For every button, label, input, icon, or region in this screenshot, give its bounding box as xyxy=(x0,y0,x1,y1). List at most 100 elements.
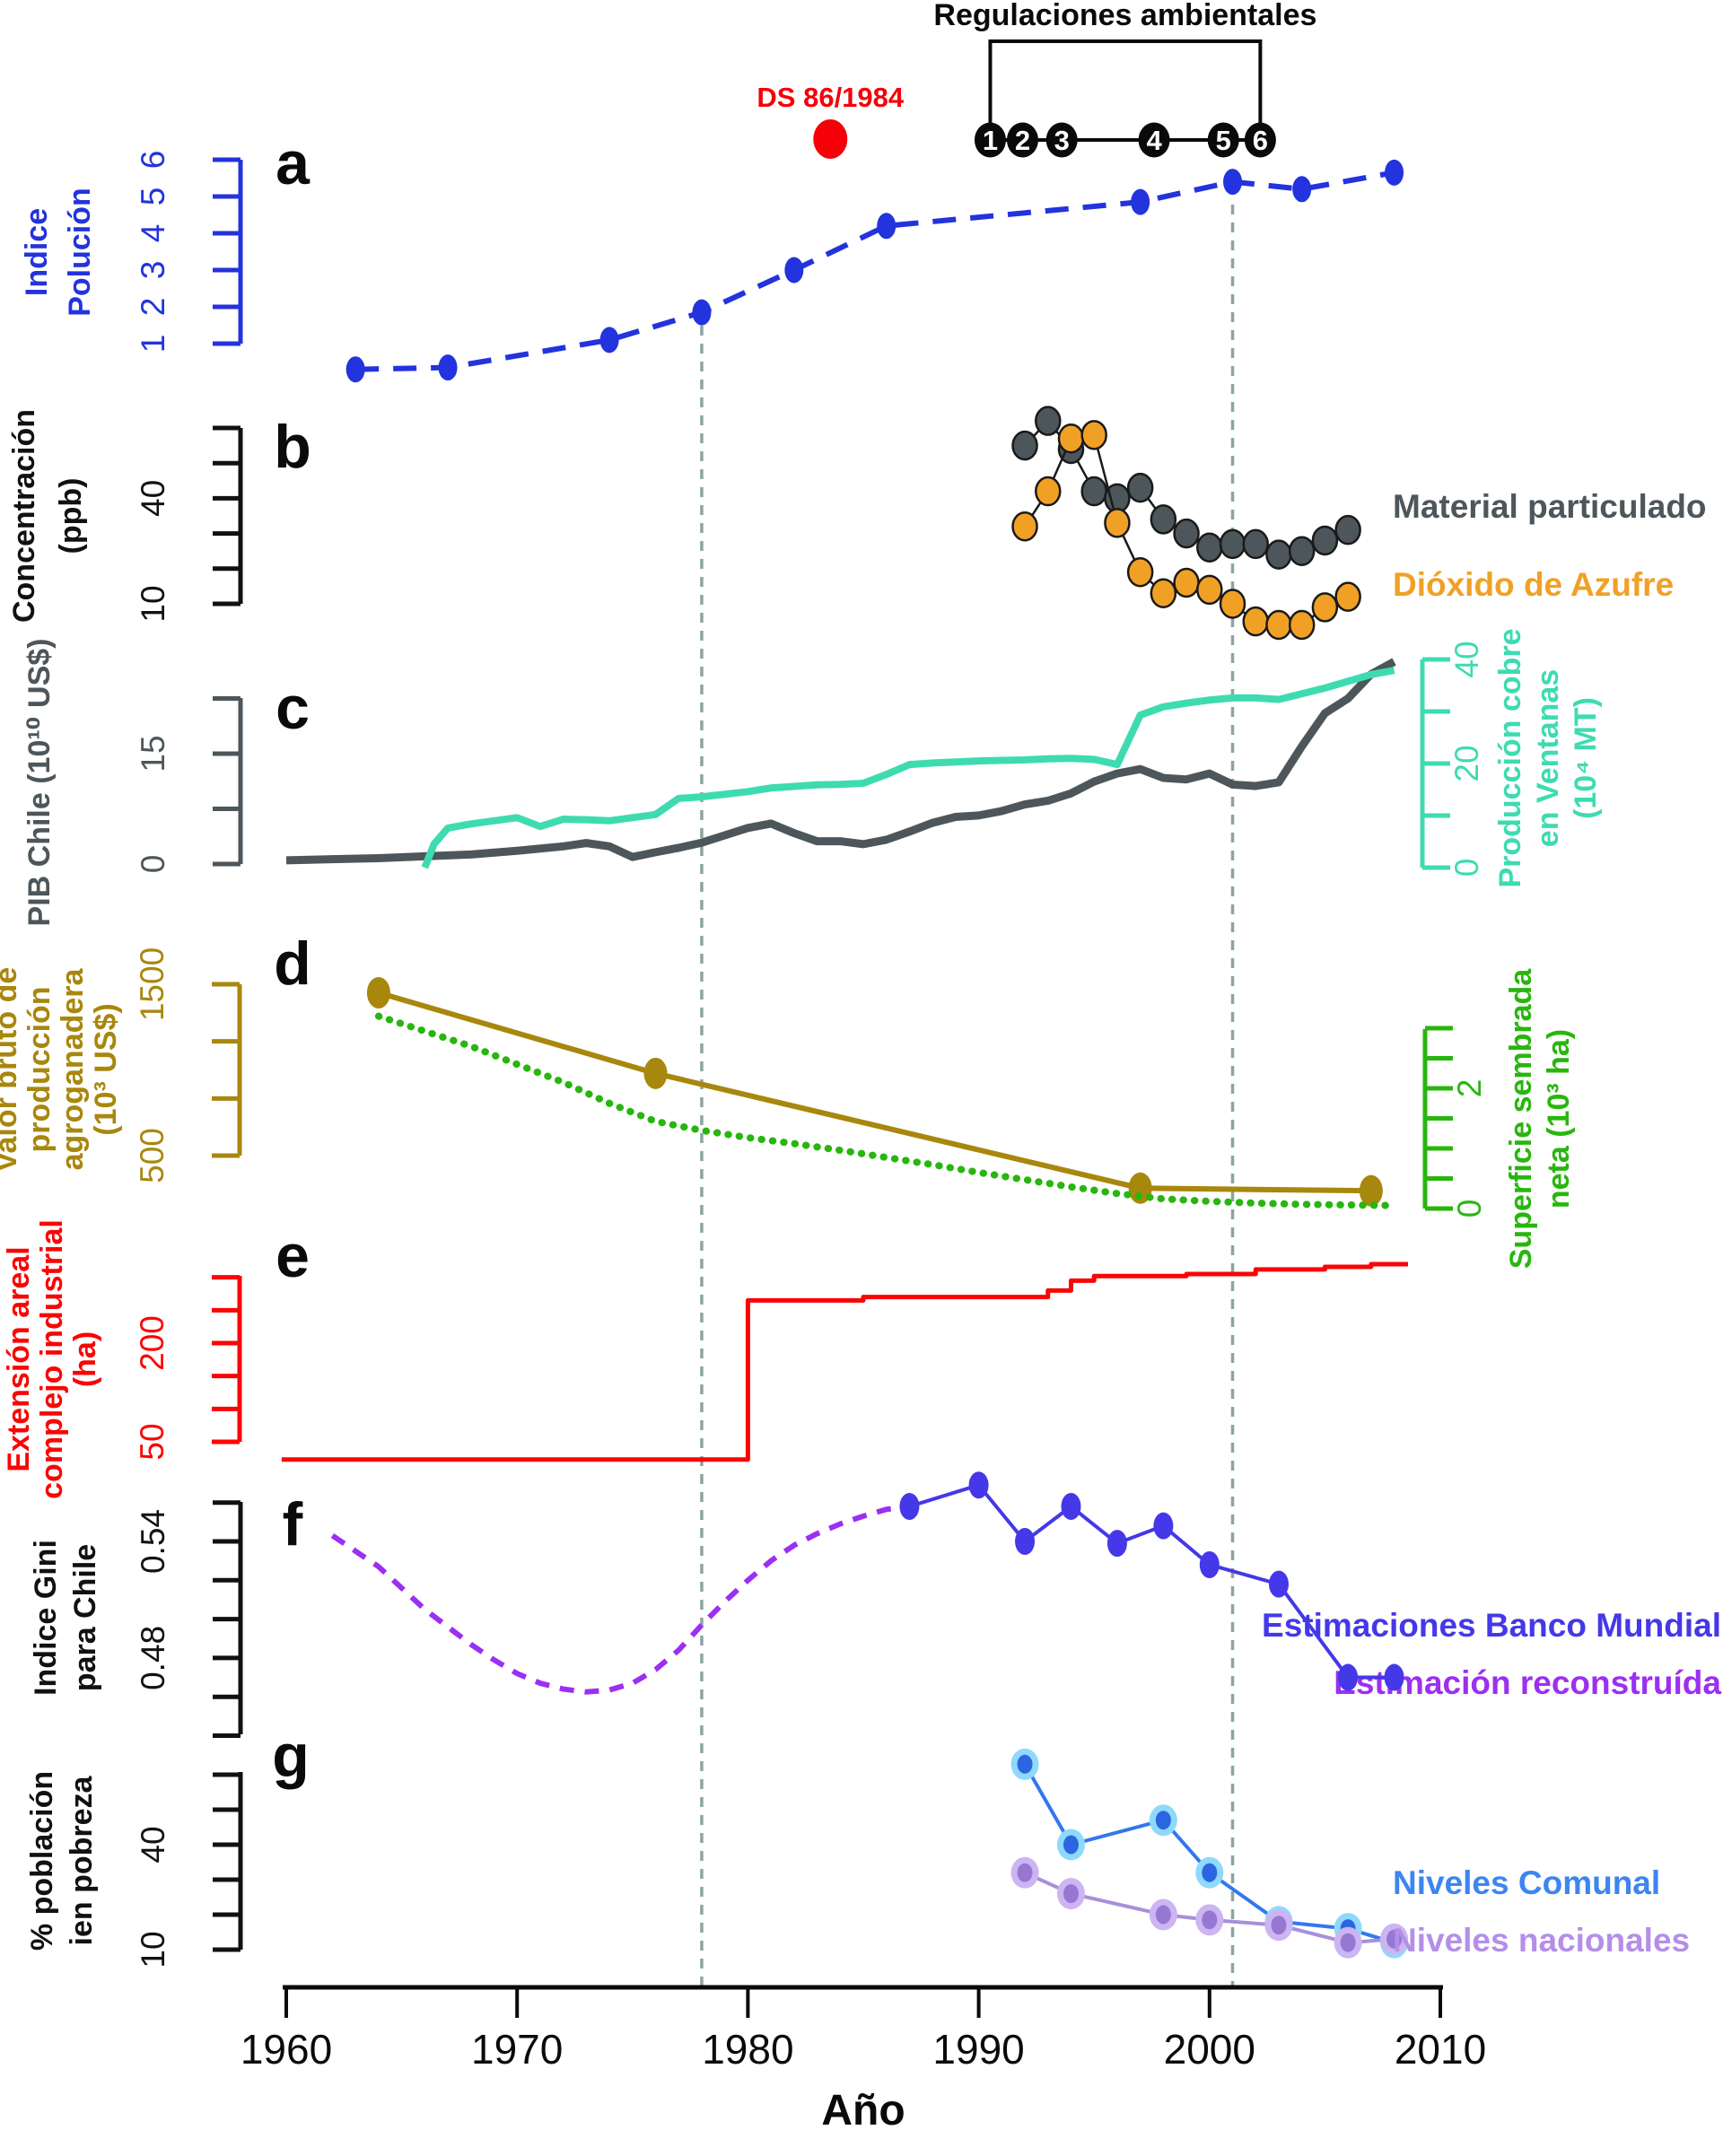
ds-decree-label: DS 86/1984 xyxy=(757,82,904,113)
regulation-number-4: 4 xyxy=(1146,125,1162,156)
dioxido-azufre-point xyxy=(1265,609,1292,641)
axis-title: neta (10³ ha) xyxy=(1542,1029,1576,1209)
regulation-circle-4 xyxy=(1138,122,1170,158)
indice-polucion-point xyxy=(692,299,712,326)
banco-mundial-point xyxy=(968,1471,989,1499)
extension-industrial-line xyxy=(281,1261,1408,1462)
series-indice-polucion xyxy=(345,159,1404,383)
regulation-circle-5 xyxy=(1207,122,1239,158)
ds-decree-dot xyxy=(813,119,848,159)
x-axis-title: Año xyxy=(821,2087,905,2134)
tick-label: 10 xyxy=(135,585,171,622)
tick-label: 40 xyxy=(1448,641,1485,677)
regulation-circle-3 xyxy=(1045,122,1078,158)
regulaciones-bracket xyxy=(988,39,1263,126)
axis-title: Producción cobre xyxy=(1493,628,1527,887)
banco-mundial-point xyxy=(1384,1663,1404,1691)
banco-mundial-point xyxy=(1268,1570,1289,1598)
dioxido-azufre-point xyxy=(1219,589,1246,619)
ds-decree-annotation: DS 86/1984 xyxy=(757,82,905,159)
tick-label: 1 xyxy=(135,335,171,354)
series-valor-agroganadera xyxy=(366,977,1383,1207)
x-tick-label: 2000 xyxy=(1164,2026,1255,2073)
dioxido-azufre-point xyxy=(1104,508,1131,538)
panel-letter-f: f xyxy=(283,1490,303,1558)
valor-agroganadera-line xyxy=(378,990,1371,1194)
legend-material-particulado: Material particulado xyxy=(1393,488,1707,525)
regulation-number-5: 5 xyxy=(1216,125,1231,156)
series-niveles-nacionales xyxy=(1010,1856,1409,1959)
tick-label: 500 xyxy=(134,1128,171,1183)
panel-e-axis-left: 200 50 Extensión areal complejo industrial(… xyxy=(2,1219,242,1499)
tick-label: 2 xyxy=(135,298,171,317)
indice-polucion-point xyxy=(345,356,365,383)
regulation-circle-2 xyxy=(1006,122,1038,158)
axis-title: (ppb) xyxy=(54,478,88,554)
axis-title: PIB Chile (10¹⁰ US$) xyxy=(22,639,57,927)
tick-label: 200 xyxy=(134,1315,171,1371)
dioxido-azufre-point xyxy=(1288,609,1316,641)
banco-mundial-point xyxy=(899,1493,920,1521)
tick-label: 5 xyxy=(135,188,171,206)
dioxido-azufre-point xyxy=(1080,420,1107,450)
valor-agroganadera-point xyxy=(1128,1172,1152,1204)
indice-polucion-point xyxy=(438,354,458,381)
regulaciones-annotation: Regulaciones ambientales 1 2 3 4 5 6 xyxy=(933,0,1316,158)
material-particulado-point xyxy=(1334,514,1361,546)
dioxido-azufre-point xyxy=(1011,511,1038,542)
series-banco-mundial xyxy=(899,1471,1404,1691)
regulation-number-2: 2 xyxy=(1015,125,1030,156)
axis-title: ien pobreza xyxy=(65,1775,99,1945)
regulaciones-title: Regulaciones ambientales xyxy=(933,0,1316,32)
panel-c-axis-left: 15 0 PIB Chile (10¹⁰ US$) xyxy=(22,639,243,927)
regulation-number-1: 1 xyxy=(983,125,998,156)
panel-c-axis-right: 40 20 0 Producción cobre en Ventanas (10⁴ MT) xyxy=(1420,628,1603,888)
panel-letter-g: g xyxy=(272,1722,310,1790)
indice-polucion-point xyxy=(1385,159,1404,186)
axis-title: en Ventanas xyxy=(1531,669,1565,847)
axis-title: Indice Gini xyxy=(29,1540,63,1696)
regulation-number-6: 6 xyxy=(1253,125,1268,156)
indice-polucion-point xyxy=(1223,169,1243,196)
regulation-number-3: 3 xyxy=(1054,125,1070,156)
regulation-circle-1 xyxy=(974,122,1006,158)
niveles-nacionales-point xyxy=(1063,1884,1079,1904)
series-pib-chile xyxy=(285,658,1396,865)
panel-letter-d: d xyxy=(274,930,311,998)
panel-letter-e: e xyxy=(276,1222,310,1290)
panel-b-axis-left: 40 10 Concentración (ppb) xyxy=(7,409,243,623)
niveles-comunal-point xyxy=(1063,1835,1079,1855)
indice-polucion-point xyxy=(784,257,804,284)
series-produccion-cobre xyxy=(421,667,1395,869)
axis-title: para Chile xyxy=(68,1544,102,1691)
niveles-nacionales-point xyxy=(1017,1863,1033,1882)
tick-label: 1500 xyxy=(134,947,171,1021)
indice-polucion-point xyxy=(877,213,896,240)
tick-label: 6 xyxy=(135,151,171,170)
tick-label: 0 xyxy=(135,855,171,874)
tick-label: 4 xyxy=(135,224,171,243)
panel-b: 40 10 Concentración (ppb) Material particula… xyxy=(7,406,1707,641)
axis-title: agroganadera xyxy=(56,967,90,1170)
tick-label: 3 xyxy=(135,261,171,280)
series-superficie-sembrada xyxy=(374,1012,1398,1209)
legend-niveles-comunal: Niveles Comunal xyxy=(1393,1864,1660,1901)
series-extension-industrial xyxy=(281,1261,1408,1462)
valor-agroganadera-point xyxy=(643,1057,668,1089)
banco-mundial-point xyxy=(1199,1550,1220,1578)
dioxido-azufre-point xyxy=(1057,423,1085,454)
panel-g-axis-left: 40 10 % población ien pobreza xyxy=(25,1771,243,1968)
dioxido-azufre-point xyxy=(1311,592,1339,623)
x-tick-label: 1970 xyxy=(471,2026,563,2073)
banco-mundial-point xyxy=(1153,1512,1174,1540)
estimacion-reconstruida-line xyxy=(330,1504,910,1695)
material-particulado-point xyxy=(1219,528,1246,560)
panel-a-axis-left: 6 5 4 3 2 1 Indice Polución xyxy=(20,151,243,354)
material-particulado-point xyxy=(1011,430,1038,461)
pib-chile-line xyxy=(285,658,1396,865)
tick-label: 40 xyxy=(135,480,171,517)
produccion-cobre-line xyxy=(421,667,1395,869)
